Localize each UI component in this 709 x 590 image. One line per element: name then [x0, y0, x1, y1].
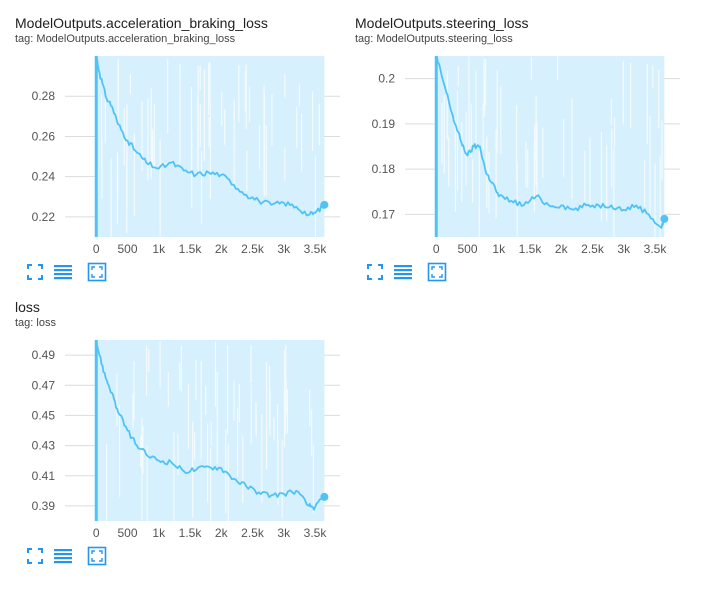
fit-domain-icon[interactable] — [427, 262, 447, 282]
x-tick-label: 1k — [152, 242, 166, 256]
data-table-icon[interactable] — [393, 262, 413, 282]
chart-card-loss: loss tag: loss 0 500 1k 1.5k 2k 2.5k 3k 3.5k 0.3… — [15, 299, 355, 589]
fit-domain-icon[interactable] — [87, 262, 107, 282]
x-tick-label: 1.5k — [179, 526, 203, 540]
raw-data-streaks — [441, 56, 663, 237]
chart-tag: tag: ModelOutputs.steering_loss — [355, 33, 513, 45]
chart-title: ModelOutputs.steering_loss — [355, 15, 529, 31]
x-tick-label: 500 — [117, 526, 137, 540]
last-point-marker — [320, 492, 329, 501]
y-tick-label: 0.17 — [372, 207, 396, 221]
x-tick-label: 0 — [93, 526, 100, 540]
x-tick-label: 3k — [277, 242, 291, 256]
chart-card-steering-loss: ModelOutputs.steering_loss tag: ModelOut… — [355, 15, 695, 305]
y-tick-label: 0.43 — [32, 439, 56, 453]
y-tick-label: 0.39 — [32, 499, 56, 513]
last-point-marker — [660, 214, 669, 223]
x-tick-label: 0 — [433, 242, 440, 256]
chart-tag: tag: ModelOutputs.acceleration_braking_l… — [15, 33, 236, 45]
y-tick-label: 0.26 — [32, 129, 56, 143]
fit-domain-icon[interactable] — [87, 546, 107, 566]
series-line — [95, 339, 325, 511]
x-tick-label: 1k — [152, 526, 166, 540]
y-tick-label: 0.49 — [32, 348, 56, 362]
x-tick-label: 3.5k — [304, 526, 328, 540]
x-tick-label: 2.5k — [241, 526, 265, 540]
x-tick-label: 3.5k — [304, 242, 328, 256]
chart-tag: tag: loss — [15, 317, 56, 329]
data-table-icon[interactable] — [53, 262, 73, 282]
chart-card-acceleration-braking-loss: ModelOutputs.acceleration_braking_loss t… — [15, 15, 355, 305]
y-tick-label: 0.45 — [32, 408, 56, 422]
chart-title: loss — [15, 299, 40, 315]
x-tick-label: 1.5k — [519, 242, 543, 256]
last-point-marker — [320, 200, 329, 209]
line-chart[interactable]: 0 500 1k 1.5k 2k 2.5k 3k 3.5k 0.17 0.18 0.19 0.2 — [355, 51, 685, 261]
y-tick-label: 0.18 — [372, 162, 396, 176]
x-tick-label: 3k — [617, 242, 631, 256]
fullscreen-icon[interactable] — [365, 262, 385, 282]
x-tick-label: 2k — [215, 242, 229, 256]
fullscreen-icon[interactable] — [25, 546, 45, 566]
x-tick-label: 2k — [555, 242, 569, 256]
y-tick-label: 0.28 — [32, 89, 56, 103]
y-tick-label: 0.2 — [378, 72, 395, 86]
line-chart[interactable]: 0 500 1k 1.5k 2k 2.5k 3k 3.5k 0.22 0.24 0.26 0.28 — [15, 51, 345, 261]
y-tick-label: 0.19 — [372, 117, 396, 131]
x-tick-label: 0 — [93, 242, 100, 256]
x-tick-label: 500 — [457, 242, 477, 256]
data-table-icon[interactable] — [53, 546, 73, 566]
y-tick-label: 0.47 — [32, 378, 56, 392]
x-tick-label: 1.5k — [179, 242, 203, 256]
series-line — [95, 55, 326, 217]
raw-data-streaks — [105, 341, 315, 521]
raw-data-streaks — [100, 58, 320, 237]
y-tick-label: 0.22 — [32, 210, 56, 224]
x-tick-label: 500 — [117, 242, 137, 256]
x-tick-label: 2.5k — [581, 242, 605, 256]
x-tick-label: 2.5k — [241, 242, 265, 256]
chart-title: ModelOutputs.acceleration_braking_loss — [15, 15, 268, 31]
y-tick-label: 0.24 — [32, 170, 56, 184]
line-chart[interactable]: 0 500 1k 1.5k 2k 2.5k 3k 3.5k 0.39 0.41 0.43 0.45 0.… — [15, 335, 345, 545]
x-tick-label: 3k — [277, 526, 291, 540]
x-tick-label: 3.5k — [644, 242, 668, 256]
x-tick-label: 2k — [215, 526, 229, 540]
series-line — [435, 55, 666, 229]
y-tick-label: 0.41 — [32, 469, 56, 483]
x-tick-label: 1k — [492, 242, 506, 256]
fullscreen-icon[interactable] — [25, 262, 45, 282]
